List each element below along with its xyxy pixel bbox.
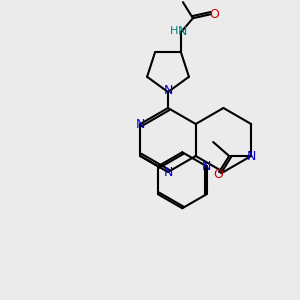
Text: N: N bbox=[163, 85, 173, 98]
Text: N: N bbox=[178, 25, 188, 38]
Text: O: O bbox=[213, 167, 223, 181]
Text: N: N bbox=[202, 160, 211, 173]
Text: N: N bbox=[247, 149, 256, 163]
Text: H: H bbox=[169, 26, 178, 36]
Text: N: N bbox=[163, 166, 173, 178]
Text: N: N bbox=[136, 118, 145, 130]
Text: O: O bbox=[209, 8, 219, 21]
